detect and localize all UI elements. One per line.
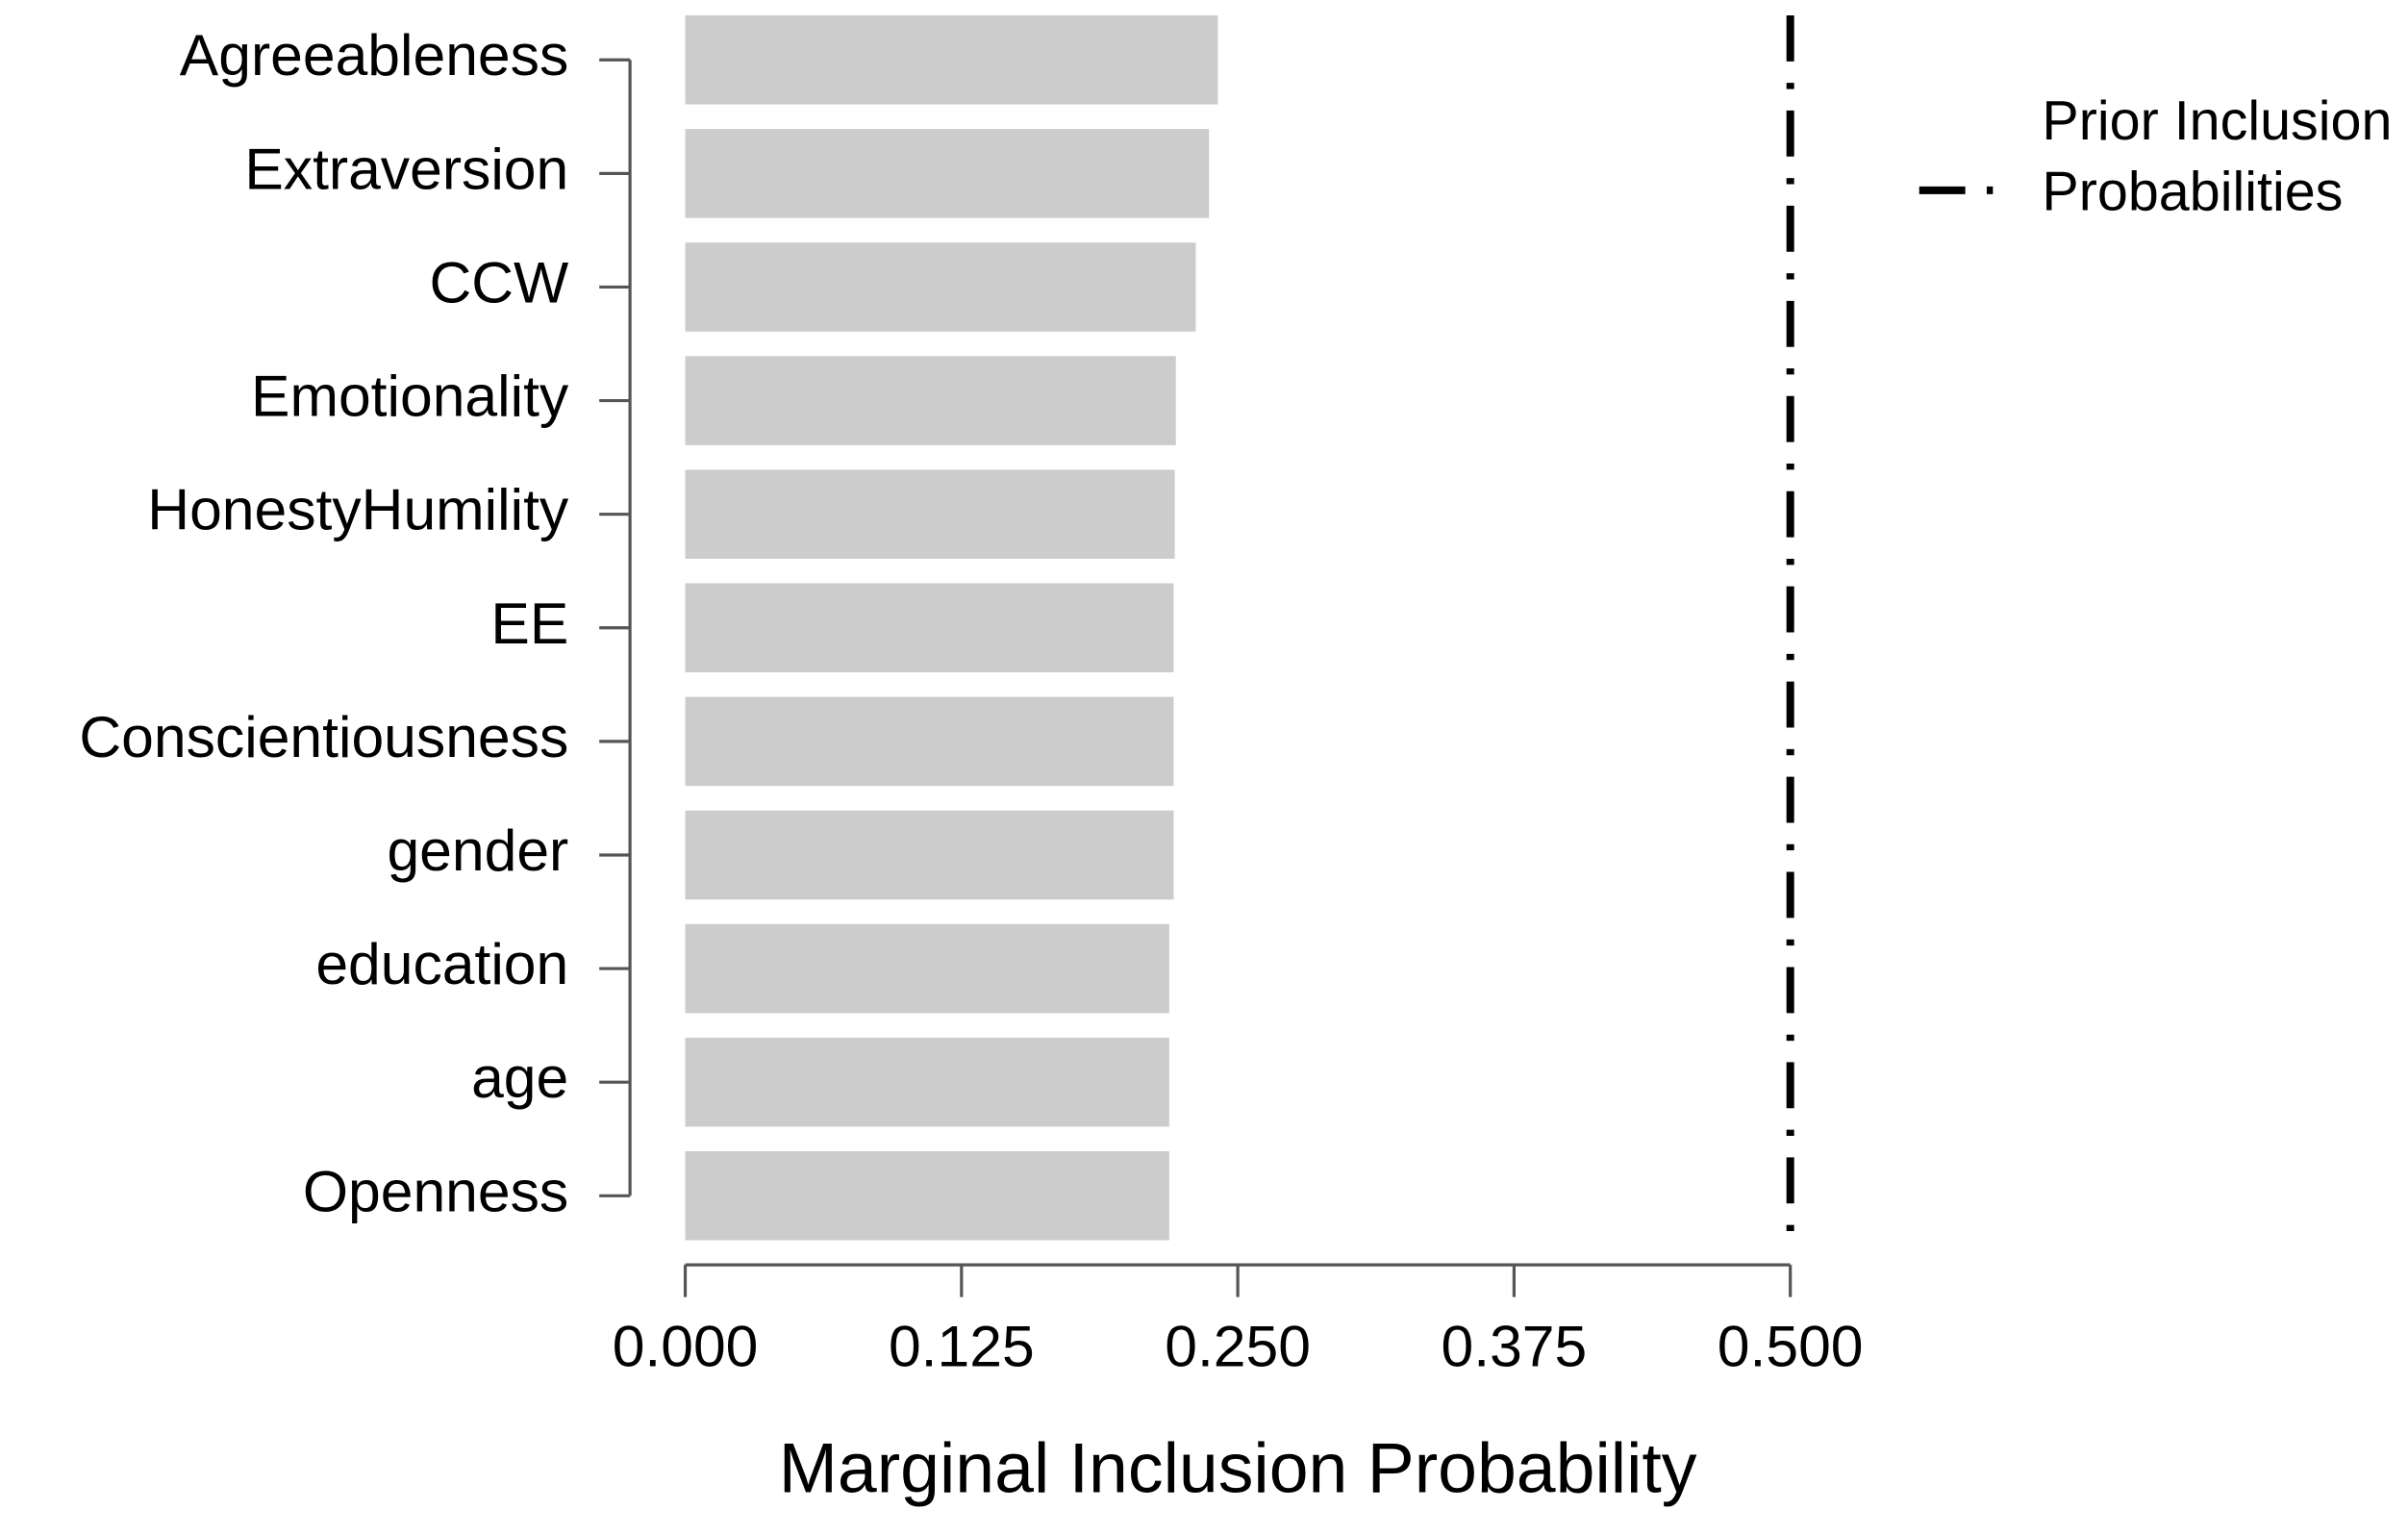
bar <box>685 469 1175 559</box>
x-tick-label: 0.250 <box>1165 1313 1311 1378</box>
y-tick-label: age <box>471 1044 568 1110</box>
bar <box>685 696 1174 787</box>
bar <box>685 1151 1169 1241</box>
y-tick-label: CCW <box>429 249 569 315</box>
y-tick-label: Conscientiousness <box>79 704 568 769</box>
y-tick-label: Openness <box>303 1158 568 1223</box>
x-tick-label: 0.000 <box>613 1313 759 1378</box>
bar <box>685 356 1176 445</box>
y-tick-label: Agreeableness <box>180 22 568 88</box>
legend-label: Prior Inclusion Probabilities <box>2042 88 2393 223</box>
y-tick-label: Emotionality <box>251 364 569 429</box>
legend-box: Prior Inclusion Probabilities <box>2042 88 2393 223</box>
bar <box>685 242 1196 332</box>
bar <box>685 1037 1169 1127</box>
x-tick-label: 0.125 <box>889 1313 1035 1378</box>
y-tick-label: gender <box>387 818 568 883</box>
bar <box>685 129 1210 218</box>
y-tick-label: education <box>315 931 568 996</box>
y-tick-label: EE <box>490 591 568 656</box>
x-tick-label: 0.500 <box>1718 1313 1864 1378</box>
bar <box>685 810 1174 900</box>
y-tick-label: Extraversion <box>244 136 568 201</box>
y-tick-label: HonestyHumility <box>147 477 569 542</box>
bar <box>685 583 1174 673</box>
bar <box>685 14 1218 105</box>
x-tick-label: 0.375 <box>1442 1313 1588 1378</box>
x-axis-title: Marginal Inclusion Probability <box>779 1429 1697 1508</box>
bar <box>685 923 1169 1014</box>
